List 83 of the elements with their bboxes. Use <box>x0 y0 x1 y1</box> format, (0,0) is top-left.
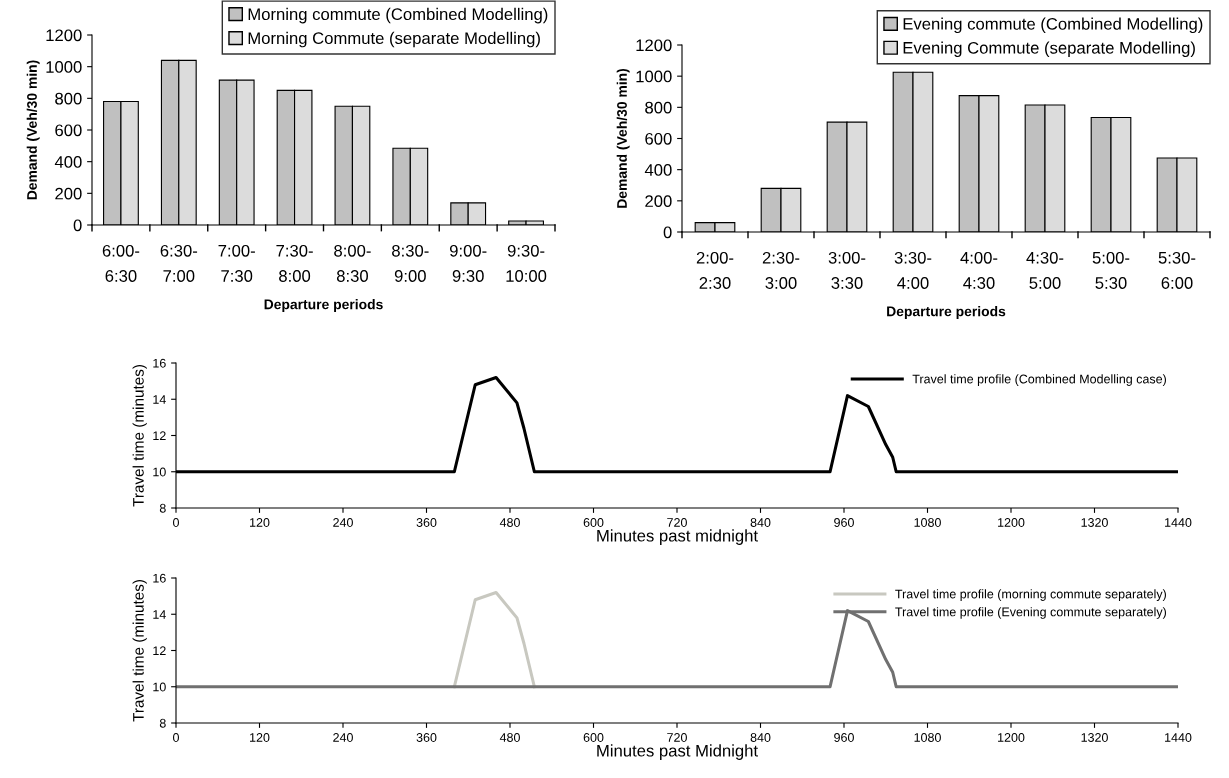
y-tick-label: 12 <box>153 646 166 656</box>
y-tick-label: 400 <box>54 156 82 168</box>
x-tick-label: 6:00- 6:30 <box>102 244 140 282</box>
y-tick-label: 14 <box>153 395 166 404</box>
x-axis-title: Minutes past midnight <box>597 529 758 545</box>
x-tick-label: 8:30- 9:00 <box>392 244 429 282</box>
x-tick-label: 1200 <box>998 733 1025 742</box>
x-tick-label: 4:30- 5:00 <box>1026 251 1064 289</box>
x-tick-label: 960 <box>834 733 854 742</box>
x-tick-label: 120 <box>250 518 270 527</box>
y-tick-label: 12 <box>153 431 166 441</box>
x-axis-title: Departure periods <box>887 306 1006 320</box>
x-tick-label: 480 <box>499 518 520 527</box>
x-tick-label: 600 <box>583 518 604 527</box>
y-axis-title: Demand (Veh/30 min) <box>26 60 40 200</box>
y-tick-label: 1200 <box>46 29 82 42</box>
x-tick-label: 1320 <box>1081 518 1108 527</box>
y-tick-label: 10 <box>153 467 166 477</box>
legend-label: Morning Commute (separate Modelling) <box>248 31 540 48</box>
y-tick-label: 200 <box>645 195 672 208</box>
x-tick-label: 120 <box>250 733 270 742</box>
legend-label: Travel time profile (Evening commute separately) <box>895 607 1166 619</box>
y-tick-label: 600 <box>55 124 82 137</box>
legend-label: Morning commute (Combined Modelling) <box>248 7 548 24</box>
x-tick-label: 840 <box>750 733 771 742</box>
x-tick-label: 600 <box>583 733 604 742</box>
y-tick-label: 8 <box>159 718 166 728</box>
x-tick-label: 1080 <box>914 518 941 527</box>
y-tick-label: 10 <box>153 682 166 692</box>
y-tick-label: 1200 <box>636 39 672 52</box>
y-tick-label: 400 <box>644 164 672 176</box>
x-tick-label: 1200 <box>998 518 1025 527</box>
x-tick-label: 7:00- 7:30 <box>218 244 255 282</box>
x-tick-label: 840 <box>750 518 771 527</box>
legend-label: Evening commute (Combined Modelling) <box>903 17 1203 34</box>
y-tick-label: 200 <box>55 187 82 200</box>
line-series <box>452 590 536 689</box>
x-tick-label: 6:30- 7:00 <box>160 244 198 282</box>
x-tick-label: 4:00- 4:30 <box>960 251 998 289</box>
x-tick-label: 3:00- 3:30 <box>828 251 866 289</box>
x-tick-label: 1320 <box>1081 733 1108 742</box>
y-axis-title: Demand (Veh/30 min) <box>616 68 630 208</box>
y-axis-title: Travel time (minutes) <box>132 580 147 722</box>
y-tick-label: 1000 <box>636 70 672 83</box>
legend-label: Evening Commute (separate Modelling) <box>903 41 1195 58</box>
x-tick-label: 240 <box>333 518 353 527</box>
x-tick-label: 2:30- 3:00 <box>762 251 800 289</box>
x-tick-label: 0 <box>173 518 179 527</box>
x-tick-label: 9:00- 9:30 <box>449 244 487 282</box>
x-tick-label: 1080 <box>914 733 941 742</box>
line-series <box>176 609 1178 689</box>
y-tick-label: 16 <box>153 573 166 583</box>
x-tick-label: 360 <box>416 518 437 527</box>
y-tick-label: 16 <box>153 358 166 368</box>
y-tick-label: 14 <box>153 610 166 619</box>
x-tick-label: 1440 <box>1165 518 1192 527</box>
x-tick-label: 8:00- 8:30 <box>334 244 371 282</box>
y-tick-label: 600 <box>645 132 672 145</box>
x-tick-label: 720 <box>667 733 687 742</box>
x-tick-label: 240 <box>333 733 353 742</box>
x-tick-label: 360 <box>416 733 437 742</box>
x-tick-label: 480 <box>499 733 520 742</box>
x-tick-label: 5:00- 5:30 <box>1092 251 1130 289</box>
y-tick-label: 800 <box>55 92 82 105</box>
x-tick-label: 960 <box>834 518 854 527</box>
x-tick-label: 1440 <box>1165 733 1192 742</box>
x-tick-label: 3:30- 4:00 <box>894 251 932 289</box>
y-tick-label: 0 <box>663 226 672 239</box>
y-tick-label: 8 <box>159 503 166 513</box>
y-tick-label: 0 <box>73 219 82 232</box>
x-axis-title: Minutes past Midnight <box>597 744 758 760</box>
x-tick-label: 720 <box>667 518 687 527</box>
x-tick-label: 2:00- 2:30 <box>696 251 734 289</box>
y-axis-title: Travel time (minutes) <box>132 365 147 507</box>
legend-label: Travel time profile (Combined Modelling case) <box>912 374 1166 386</box>
legend-label: Travel time profile (morning commute separately) <box>895 589 1166 601</box>
x-tick-label: 5:30- 6:00 <box>1158 251 1196 289</box>
x-tick-label: 7:30- 8:00 <box>276 244 313 282</box>
x-axis-title: Departure periods <box>264 299 383 313</box>
x-tick-label: 0 <box>173 733 179 742</box>
y-tick-label: 800 <box>645 101 672 114</box>
x-tick-label: 9:30- 10:00 <box>506 244 547 282</box>
y-tick-label: 1000 <box>46 61 82 73</box>
